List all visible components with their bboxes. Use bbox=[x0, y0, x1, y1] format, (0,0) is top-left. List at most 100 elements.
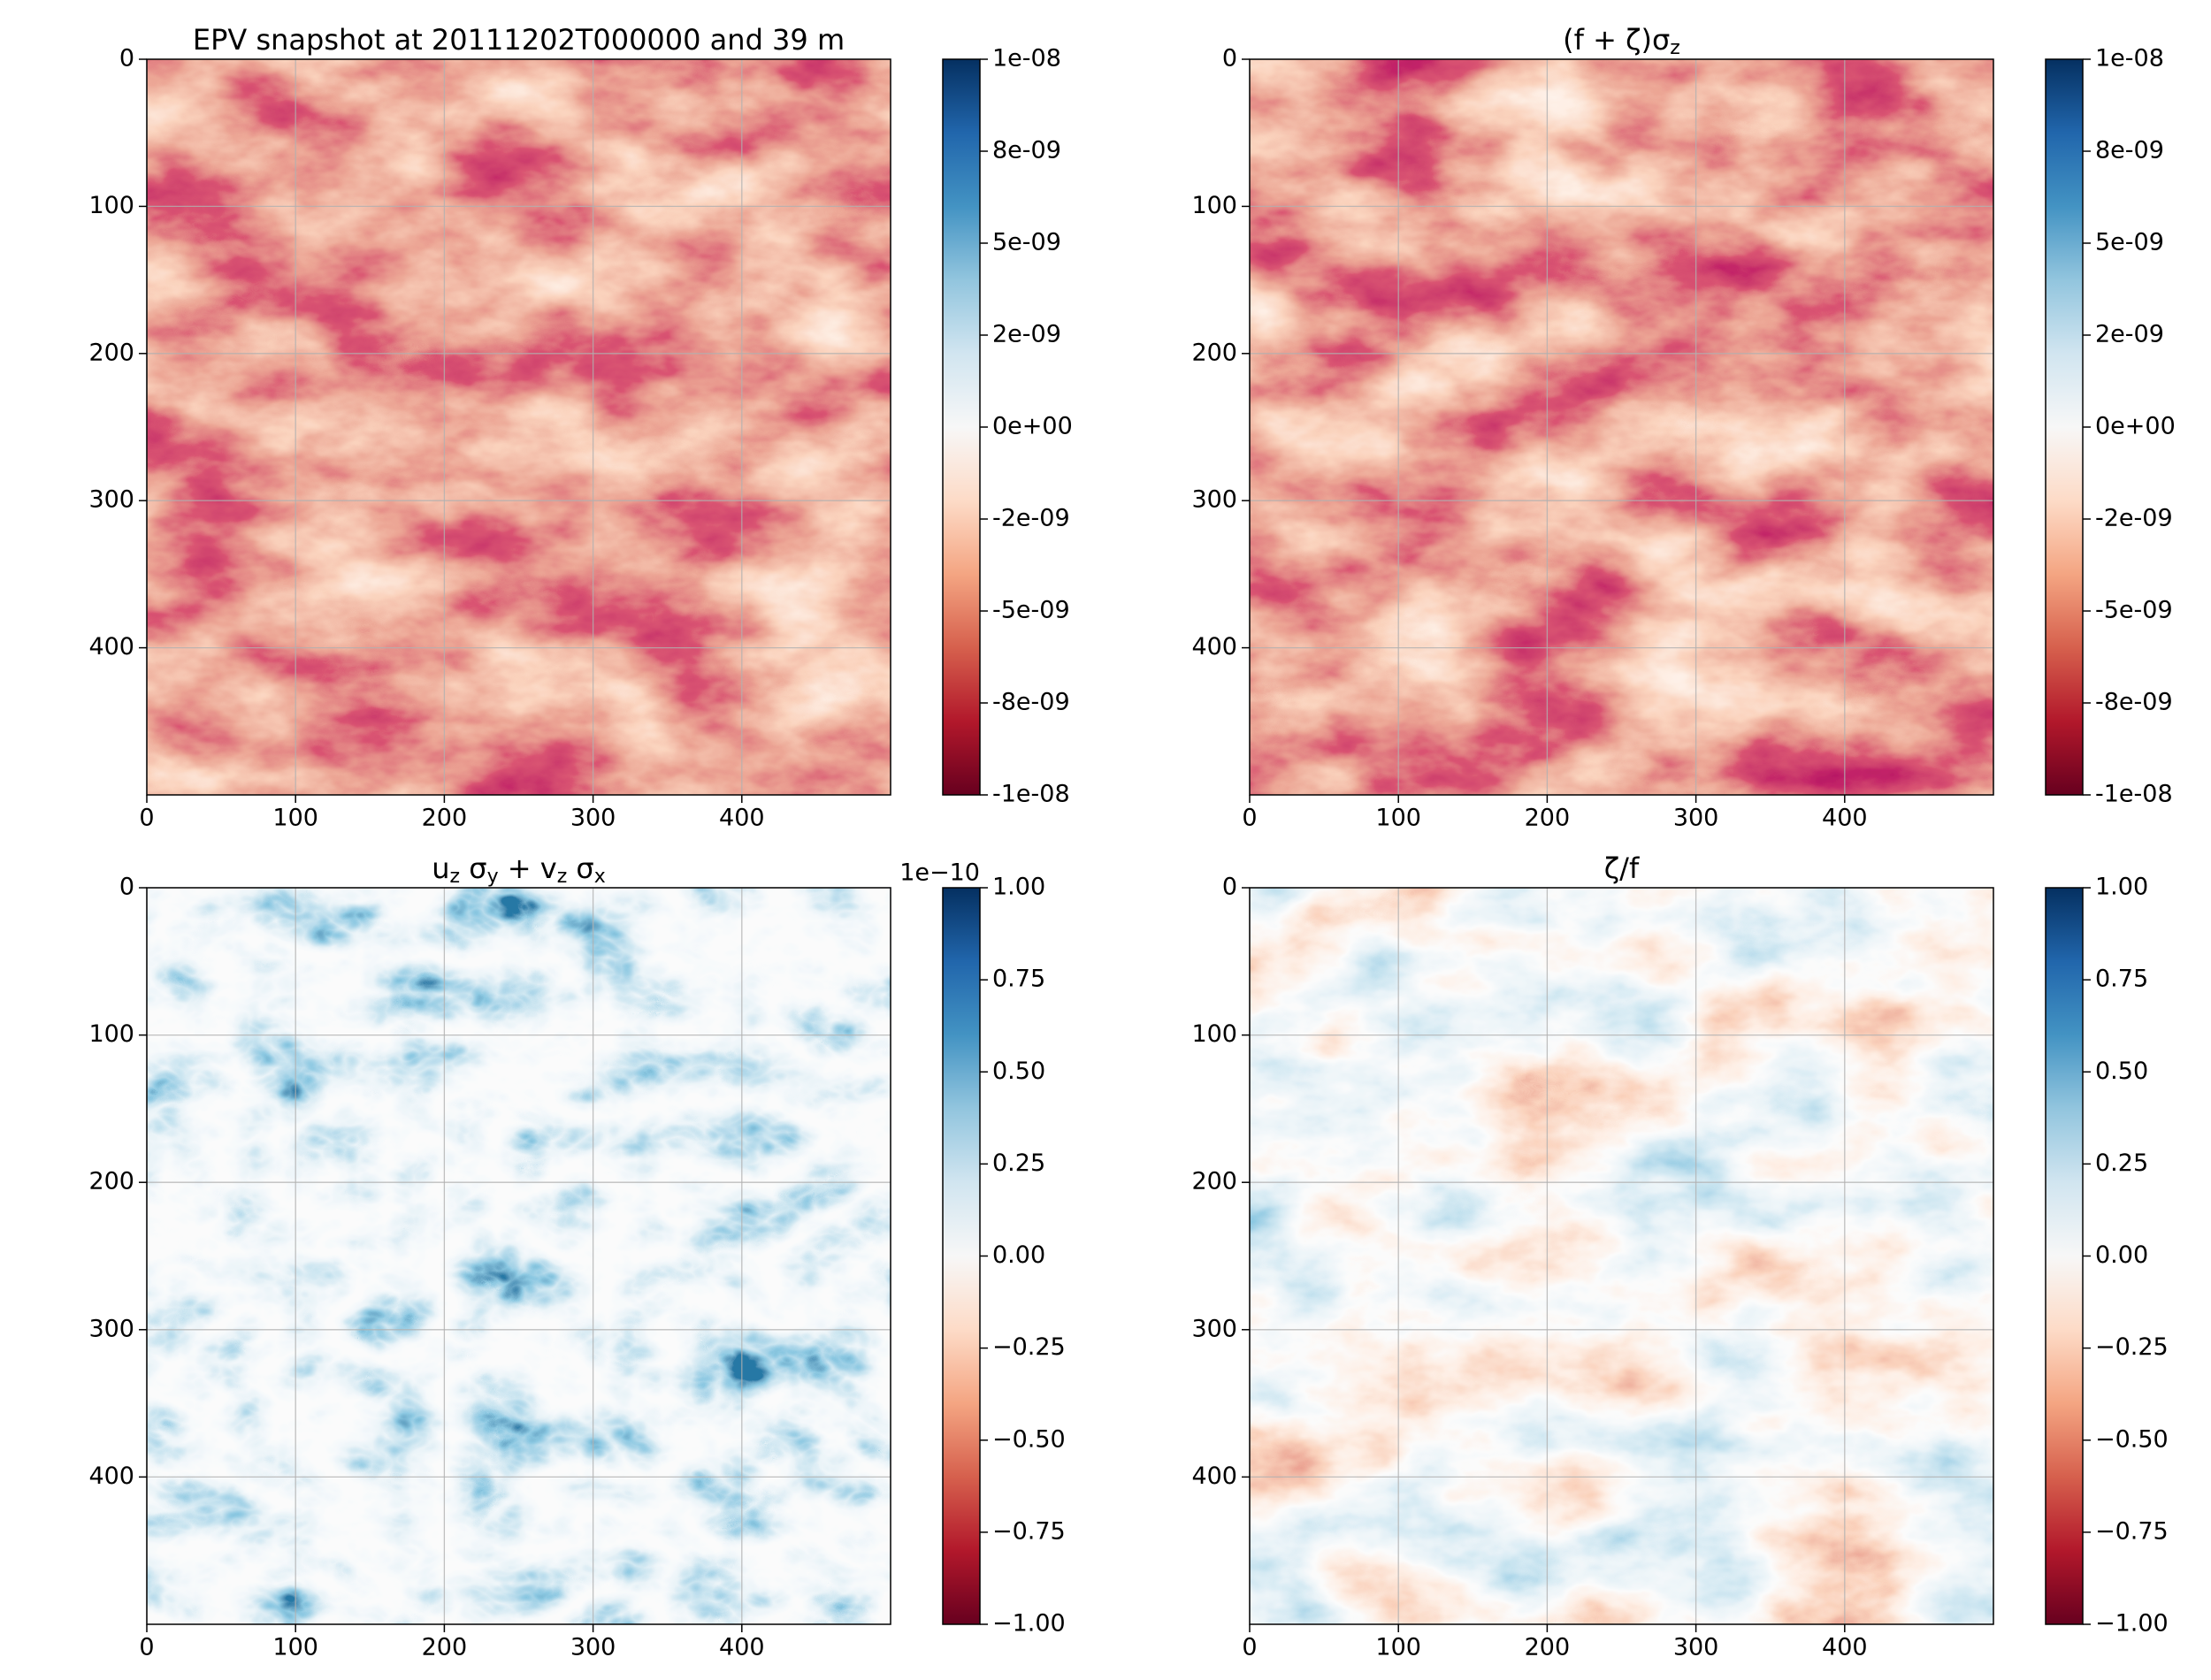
colorbar bbox=[2045, 887, 2084, 1625]
x-tick-label: 300 bbox=[570, 1634, 616, 1661]
title-subscript: y bbox=[487, 866, 499, 888]
colorbar-tick-label: 1.00 bbox=[2095, 874, 2148, 901]
colorbar-tick-label: −1.00 bbox=[992, 1610, 1066, 1638]
plot-frame bbox=[146, 887, 891, 1625]
colorbar-tick-label: 5e-09 bbox=[992, 229, 1061, 256]
colorbar-tick-label: −0.50 bbox=[2095, 1425, 2169, 1453]
x-tick-label: 300 bbox=[1673, 805, 1719, 832]
colorbar-tick-label: −1.00 bbox=[2095, 1610, 2169, 1638]
colorbar bbox=[942, 887, 981, 1625]
y-tick-label: 0 bbox=[1222, 874, 1237, 901]
colorbar-tick-label: −0.25 bbox=[2095, 1333, 2169, 1361]
y-tick-label: 100 bbox=[1191, 192, 1237, 219]
y-tick-label: 0 bbox=[119, 874, 134, 901]
colorbar-tick-label: -2e-09 bbox=[992, 505, 1070, 532]
colorbar-tick-label: -5e-09 bbox=[2095, 597, 2173, 624]
title-text: σ bbox=[460, 851, 486, 885]
colorbar-tick-label: -1e-08 bbox=[992, 781, 1070, 808]
x-tick-label: 0 bbox=[1242, 805, 1257, 832]
panel-title: EPV snapshot at 20111202T000000 and 39 m bbox=[193, 23, 845, 57]
y-tick-label: 300 bbox=[1191, 1315, 1237, 1342]
y-tick-label: 100 bbox=[88, 1020, 134, 1048]
colorbar-tick-label: −0.75 bbox=[2095, 1517, 2169, 1545]
y-tick-label: 400 bbox=[88, 1462, 134, 1490]
y-tick-label: 200 bbox=[88, 339, 134, 366]
colorbar-offset: 1e−10 bbox=[899, 859, 980, 887]
title-subscript: x bbox=[594, 866, 606, 888]
colorbar-tick-label: 8e-09 bbox=[2095, 137, 2164, 164]
colorbar-tick-label: 0.75 bbox=[992, 966, 1045, 993]
colorbar-tick-label: −0.25 bbox=[992, 1333, 1066, 1361]
heatmap-image bbox=[147, 59, 891, 795]
colorbar-tick-label: 0.00 bbox=[2095, 1241, 2148, 1269]
title-text: σ bbox=[567, 851, 593, 885]
x-tick-label: 0 bbox=[139, 805, 154, 832]
panel-title: (f + ζ)σz bbox=[1563, 23, 1680, 59]
colorbar-tick-label: −0.50 bbox=[992, 1425, 1066, 1453]
y-tick-label: 300 bbox=[88, 1315, 134, 1342]
heatmap-image bbox=[1250, 59, 1993, 795]
colorbar-tick-label: 0.00 bbox=[992, 1241, 1045, 1269]
y-tick-label: 0 bbox=[119, 45, 134, 73]
colorbar-tick-label: 1.00 bbox=[992, 874, 1045, 901]
x-tick-label: 300 bbox=[570, 805, 616, 832]
y-tick-label: 200 bbox=[1191, 1168, 1237, 1195]
y-tick-label: 300 bbox=[1191, 486, 1237, 514]
plot-frame bbox=[146, 58, 891, 796]
heatmap-image bbox=[147, 888, 891, 1624]
y-tick-label: 200 bbox=[88, 1168, 134, 1195]
panel-title: ζ/f bbox=[1604, 851, 1640, 885]
heatmap-image bbox=[1250, 888, 1993, 1624]
colorbar-tick-label: 0.50 bbox=[2095, 1058, 2148, 1085]
y-tick-label: 100 bbox=[88, 192, 134, 219]
x-tick-label: 0 bbox=[139, 1634, 154, 1661]
y-tick-label: 400 bbox=[1191, 633, 1237, 661]
colorbar-tick-label: 0e+00 bbox=[2095, 413, 2176, 440]
colorbar-tick-label: 1e-08 bbox=[992, 45, 1061, 73]
colorbar bbox=[2045, 58, 2084, 796]
colorbar-tick-label: 5e-09 bbox=[2095, 229, 2164, 256]
colorbar-tick-label: -8e-09 bbox=[2095, 689, 2173, 716]
colorbar-tick-label: 0.25 bbox=[992, 1149, 1045, 1177]
title-text: (f + ζ)σ bbox=[1563, 23, 1670, 57]
title-text: u bbox=[432, 851, 449, 885]
title-subscript: z bbox=[557, 866, 568, 888]
x-tick-label: 200 bbox=[1525, 805, 1571, 832]
x-tick-label: 0 bbox=[1242, 1634, 1257, 1661]
plot-frame bbox=[1249, 58, 1994, 796]
colorbar-tick-label: −0.75 bbox=[992, 1517, 1066, 1545]
x-tick-label: 300 bbox=[1673, 1634, 1719, 1661]
panel-title: uz σy + vz σx bbox=[432, 851, 605, 888]
x-tick-label: 100 bbox=[1375, 1634, 1421, 1661]
colorbar-tick-label: -8e-09 bbox=[992, 689, 1070, 716]
title-text: EPV snapshot at 20111202T000000 and 39 m bbox=[193, 23, 845, 57]
colorbar-tick-label: 2e-09 bbox=[2095, 321, 2164, 348]
y-tick-label: 400 bbox=[1191, 1462, 1237, 1490]
x-tick-label: 400 bbox=[1822, 1634, 1868, 1661]
title-text: + v bbox=[499, 851, 557, 885]
x-tick-label: 100 bbox=[272, 805, 318, 832]
colorbar-tick-label: -2e-09 bbox=[2095, 505, 2173, 532]
x-tick-label: 100 bbox=[1375, 805, 1421, 832]
colorbar-tick-label: 2e-09 bbox=[992, 321, 1061, 348]
x-tick-label: 100 bbox=[272, 1634, 318, 1661]
x-tick-label: 200 bbox=[1525, 1634, 1571, 1661]
colorbar-tick-label: 0.50 bbox=[992, 1058, 1045, 1085]
y-tick-label: 200 bbox=[1191, 339, 1237, 366]
colorbar-tick-label: 0.25 bbox=[2095, 1149, 2148, 1177]
x-tick-label: 400 bbox=[719, 1634, 765, 1661]
colorbar-tick-label: -5e-09 bbox=[992, 597, 1070, 624]
title-subscript: z bbox=[1670, 37, 1680, 59]
title-text: ζ/f bbox=[1604, 851, 1640, 885]
colorbar-tick-label: 0e+00 bbox=[992, 413, 1073, 440]
x-tick-label: 200 bbox=[422, 1634, 468, 1661]
x-tick-label: 400 bbox=[1822, 805, 1868, 832]
y-tick-label: 400 bbox=[88, 633, 134, 661]
plot-frame bbox=[1249, 887, 1994, 1625]
title-subscript: z bbox=[450, 866, 461, 888]
x-tick-label: 200 bbox=[422, 805, 468, 832]
colorbar bbox=[942, 58, 981, 796]
colorbar-tick-label: 0.75 bbox=[2095, 966, 2148, 993]
colorbar-tick-label: 8e-09 bbox=[992, 137, 1061, 164]
